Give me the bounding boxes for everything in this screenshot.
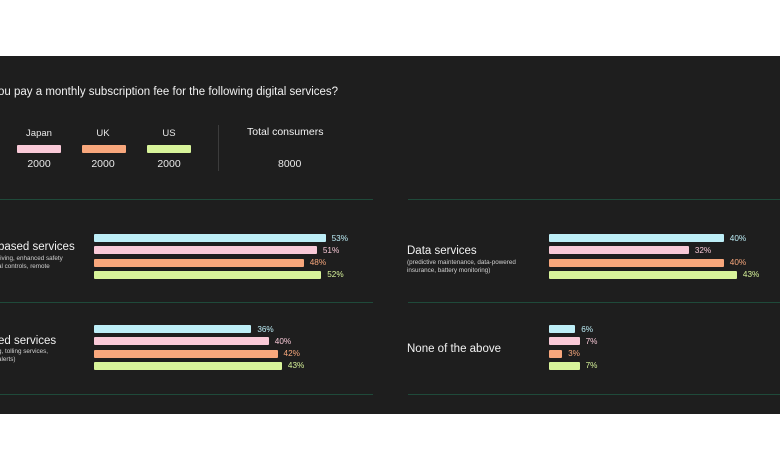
bar-g0-s1: [94, 246, 317, 255]
bar-g2-s3: [549, 270, 737, 279]
bar-g3-s0: [549, 325, 576, 333]
category-title-0: based services: [0, 241, 75, 253]
section-divider: [408, 302, 780, 303]
category-description-1: g, tolling services, alerts): [0, 348, 49, 363]
chart-panel: ou pay a monthly subscription fee for th…: [0, 56, 780, 414]
bar-g1-s1: [94, 337, 269, 346]
bar-g0-s0: [94, 234, 326, 242]
section-divider: [0, 199, 373, 200]
section-divider: [0, 302, 373, 303]
category-title-3: None of the above: [407, 343, 501, 355]
bar-value-label-g2-s2: 40%: [729, 258, 747, 268]
bar-value-label-g3-s2: 3%: [568, 349, 580, 359]
bar-value-label-g3-s1: 7%: [585, 336, 598, 346]
bar-g0-s3: [94, 270, 322, 279]
section-divider: [408, 199, 780, 200]
bar-value-label-g3-s0: 6%: [581, 324, 594, 334]
legend-count-uk: 2000: [91, 158, 115, 170]
bar-g3-s2: [549, 349, 563, 358]
bar-g1-s3: [94, 361, 282, 370]
section-divider: [0, 394, 373, 395]
bar-g3-s1: [549, 337, 580, 346]
bar-value-label-g1-s0: 36%: [257, 324, 274, 334]
legend-count-us: 2000: [157, 158, 181, 170]
legend-swatch-us: [147, 145, 191, 153]
category-title-2: Data services: [407, 245, 477, 257]
bar-value-label-g0-s3: 52%: [327, 270, 344, 280]
bar-value-label-g0-s1: 51%: [322, 245, 340, 255]
legend-divider: [218, 125, 219, 171]
bar-g1-s0: [94, 325, 252, 333]
bar-value-label-g0-s2: 48%: [309, 258, 327, 268]
bar-g2-s0: [549, 234, 724, 242]
bar-value-label-g0-s0: 53%: [331, 233, 348, 243]
survey-question: ou pay a monthly subscription fee for th…: [0, 86, 339, 98]
legend-count-japan: 2000: [27, 158, 51, 170]
bar-g1-s2: [94, 349, 278, 358]
total-consumers-value: 8000: [278, 158, 302, 170]
legend-label-japan: Japan: [26, 128, 52, 139]
bar-value-label-g2-s1: 32%: [694, 245, 712, 255]
total-consumers-label: Total consumers: [247, 126, 324, 138]
bar-value-label-g2-s0: 40%: [729, 233, 747, 243]
category-title-1: ed services: [0, 335, 57, 347]
bar-value-label-g1-s3: 43%: [287, 361, 305, 371]
legend-swatch-japan: [17, 145, 61, 153]
bar-value-label-g2-s3: 43%: [742, 270, 760, 280]
bar-value-label-g1-s1: 40%: [274, 336, 292, 346]
bar-g3-s3: [549, 361, 580, 370]
legend-label-us: US: [162, 128, 176, 139]
bar-g2-s2: [549, 258, 724, 267]
bar-g0-s2: [94, 258, 304, 267]
legend-label-uk: UK: [96, 128, 110, 139]
bar-value-label-g1-s2: 42%: [283, 349, 300, 359]
section-divider: [408, 394, 780, 395]
bar-value-label-g3-s3: 7%: [585, 361, 598, 371]
legend-swatch-uk: [82, 145, 126, 153]
bar-g2-s1: [549, 246, 689, 255]
category-description-0: riving, enhanced safety al controls, rem…: [0, 255, 63, 270]
category-description-2: (predictive maintenance, data-powered in…: [407, 259, 516, 274]
